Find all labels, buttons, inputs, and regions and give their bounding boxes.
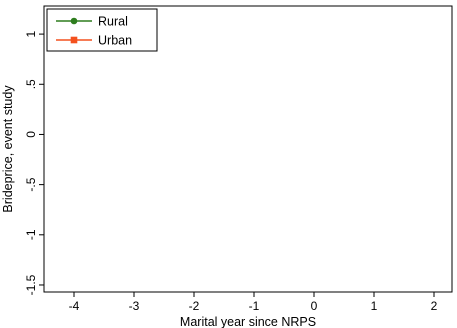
- x-tick-label: -3: [129, 299, 140, 313]
- x-tick-label: -2: [189, 299, 200, 313]
- x-tick-label: -4: [69, 299, 80, 313]
- x-tick-label: 2: [431, 299, 438, 313]
- legend-urban-label: Urban: [98, 34, 132, 48]
- y-tick-label: -1: [24, 229, 38, 240]
- y-tick-label: -1.5: [24, 274, 38, 295]
- x-tick-label: 0: [311, 299, 318, 313]
- legend-items: Rural Urban: [56, 15, 132, 48]
- legend-rural-label: Rural: [98, 15, 128, 29]
- y-tick-label: 0: [24, 131, 38, 138]
- plot-frame: [43, 5, 453, 293]
- y-tick-label: -.5: [24, 177, 38, 191]
- y-tick-label: .5: [24, 79, 38, 89]
- legend-box: [46, 8, 158, 52]
- axes-layer: 1 .5 0 -.5 -1 -1.5 -4 -3 -2 -1 0 1 2: [24, 5, 453, 313]
- x-tick-label: 1: [371, 299, 378, 313]
- legend-rural-marker: [70, 17, 78, 25]
- x-axis-title: Marital year since NRPS: [180, 315, 316, 328]
- legend-urban-marker: [70, 36, 78, 44]
- legend: Rural Urban: [46, 8, 158, 52]
- x-tick-label: -1: [249, 299, 260, 313]
- y-axis-title: Brideprice, event study: [1, 85, 15, 213]
- y-tick-label: 1: [24, 30, 38, 37]
